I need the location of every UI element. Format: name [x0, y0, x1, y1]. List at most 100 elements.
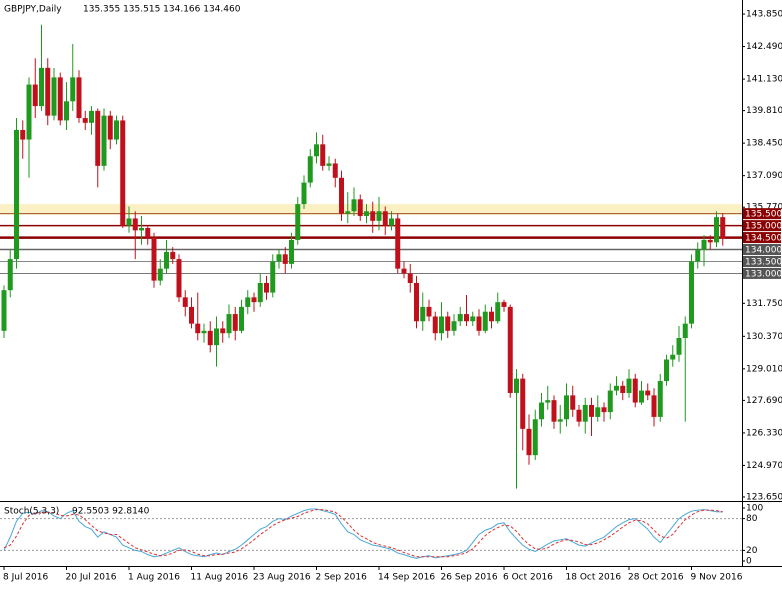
candle-body [589, 404, 594, 417]
candle-body [439, 316, 444, 334]
candle-body [70, 77, 76, 102]
candle-body [76, 77, 82, 119]
candle-body [545, 400, 551, 403]
candle-body [395, 218, 401, 269]
candle-body [632, 378, 638, 403]
candle-body [520, 378, 526, 429]
y-tick-label: 100 [746, 503, 763, 513]
candle-body [420, 306, 426, 322]
candle-body [51, 77, 57, 116]
candle-body [714, 217, 719, 243]
candle-body [195, 323, 201, 334]
stoch-line [3, 508, 723, 559]
candle-body [270, 261, 276, 293]
candle-body [307, 156, 313, 183]
candle-body [176, 259, 182, 298]
y-tick-label: 131.750 [746, 299, 782, 309]
candle-body [57, 77, 63, 121]
candle-body [32, 84, 38, 107]
candle-body [557, 419, 563, 422]
level-label: 133.000 [745, 269, 782, 279]
candle-body [482, 311, 488, 331]
level-label: 134.500 [745, 234, 782, 244]
candle-body [182, 297, 188, 307]
candle-body [89, 110, 94, 123]
candle-body [145, 228, 151, 238]
candle-body [582, 404, 588, 422]
level-box [743, 267, 781, 279]
candle-body [626, 378, 632, 393]
y-tick-label: 0 [746, 557, 752, 567]
candle-body [201, 330, 207, 334]
candle-body [189, 306, 194, 324]
candle-body [495, 302, 501, 322]
y-tick-label: 139.810 [746, 106, 782, 116]
candle-body [107, 115, 113, 140]
candle-body [701, 239, 707, 250]
level-box [743, 232, 781, 244]
level-label: 133.500 [745, 257, 782, 267]
price-panel: 143.850 142.490 141.130 139.810 138.450 137.0… [0, 10, 782, 502]
candle-body [326, 163, 332, 166]
y-tick-label: 129.010 [746, 364, 782, 374]
candle-body [257, 283, 263, 303]
candle-body [620, 385, 626, 393]
candle-body [451, 321, 457, 331]
candle-body [457, 314, 463, 322]
candle-body [370, 211, 376, 221]
level-box [743, 208, 781, 220]
candle-body [570, 395, 576, 410]
y-tick-label: 124.970 [746, 461, 782, 471]
candle-body [645, 390, 651, 396]
candle-body [251, 297, 257, 303]
x-tick-label: 20 Jul 2016 [66, 573, 117, 583]
x-tick-label: 11 Aug 2016 [191, 573, 249, 583]
candle-body [320, 144, 326, 166]
indicator-title: Stoch(5,3,3) [4, 507, 59, 517]
candle-body [289, 239, 294, 264]
candle-body [45, 67, 51, 116]
highlight-band [0, 204, 742, 215]
candle-body [264, 283, 269, 293]
candle-body [664, 359, 669, 382]
candle-body [226, 314, 232, 334]
candle-body [239, 306, 244, 331]
candle-body [501, 302, 507, 307]
candle-body [95, 110, 101, 166]
candle-body [564, 395, 569, 420]
candle-body [64, 101, 69, 121]
candle-body [445, 316, 451, 331]
level-label: 135.000 [745, 222, 782, 232]
y-tick-label: 135.770 [746, 203, 782, 213]
candle-body [170, 251, 176, 260]
stoch-line [3, 509, 723, 558]
candle-body [82, 118, 88, 123]
y-tick-label: 126.330 [746, 428, 782, 438]
candle-body [364, 211, 369, 217]
indicator-values: 92.5503 92.8140 [72, 507, 150, 517]
candle-body [351, 199, 357, 212]
candle-body [720, 217, 726, 239]
candle-body [132, 218, 138, 231]
candle-body [595, 407, 601, 417]
y-tick-label: 138.450 [746, 139, 782, 149]
candle-body [276, 254, 282, 262]
x-tick-label: 9 Nov 2016 [691, 573, 743, 583]
candle-body [220, 328, 226, 334]
x-tick-label: 1 Aug 2016 [128, 573, 180, 583]
candle-body [432, 316, 438, 334]
candle-body [39, 67, 44, 107]
candle-body [426, 306, 432, 317]
candle-body [26, 84, 32, 140]
candle-body [601, 407, 607, 413]
candle-body [607, 390, 613, 413]
x-tick-label: 28 Oct 2016 [628, 573, 684, 583]
candle-body [401, 268, 407, 274]
candle-body [507, 306, 513, 393]
candle-body [295, 204, 301, 240]
x-tick-label: 18 Oct 2016 [566, 573, 622, 583]
candle-body [357, 199, 363, 217]
y-tick-label: 141.130 [746, 75, 782, 85]
